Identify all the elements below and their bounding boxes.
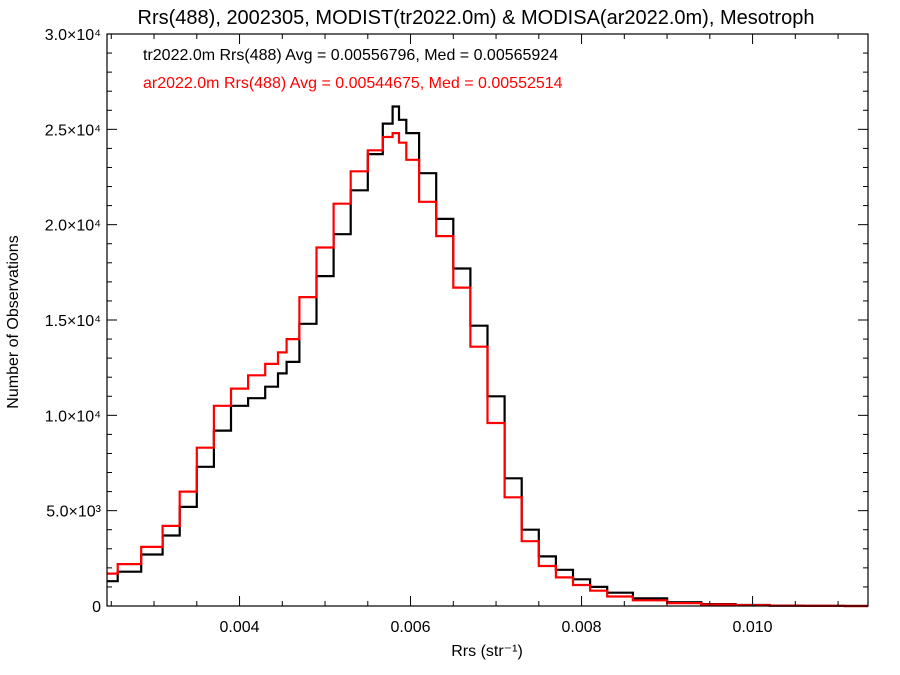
y-tick-label: 1.5×10⁴ <box>45 313 101 330</box>
x-tick-label: 0.010 <box>733 619 773 636</box>
legend-entry: ar2022.0m Rrs(488) Avg = 0.00544675, Med… <box>143 75 563 92</box>
series-line-ar2022.0m <box>107 132 868 608</box>
y-axis-label: Number of Observations <box>5 235 22 408</box>
chart-title: Rrs(488), 2002305, MODIST(tr2022.0m) & M… <box>138 7 815 29</box>
legend-entry: tr2022.0m Rrs(488) Avg = 0.00556796, Med… <box>143 47 558 64</box>
x-axis-label: Rrs (str⁻¹) <box>451 643 523 660</box>
legend: tr2022.0m Rrs(488) Avg = 0.00556796, Med… <box>143 47 563 92</box>
x-tick-label: 0.004 <box>220 619 260 636</box>
plot-area: 0.004 0.006 0.008 0.010 0 5.0×10³ 1.0×10⁴ 1.5×1… <box>45 27 869 636</box>
x-tick-label: 0.006 <box>391 619 431 636</box>
plot-frame <box>106 33 869 607</box>
y-tick-label: 2.0×10⁴ <box>45 218 101 235</box>
y-tick-label: 2.5×10⁴ <box>45 122 101 139</box>
y-tick-label: 3.0×10⁴ <box>45 27 101 44</box>
y-tick-label: 1.0×10⁴ <box>45 408 101 425</box>
y-tick-label: 0 <box>92 599 101 616</box>
x-tick-label: 0.008 <box>562 619 602 636</box>
y-tick-label: 5.0×10³ <box>46 504 101 521</box>
